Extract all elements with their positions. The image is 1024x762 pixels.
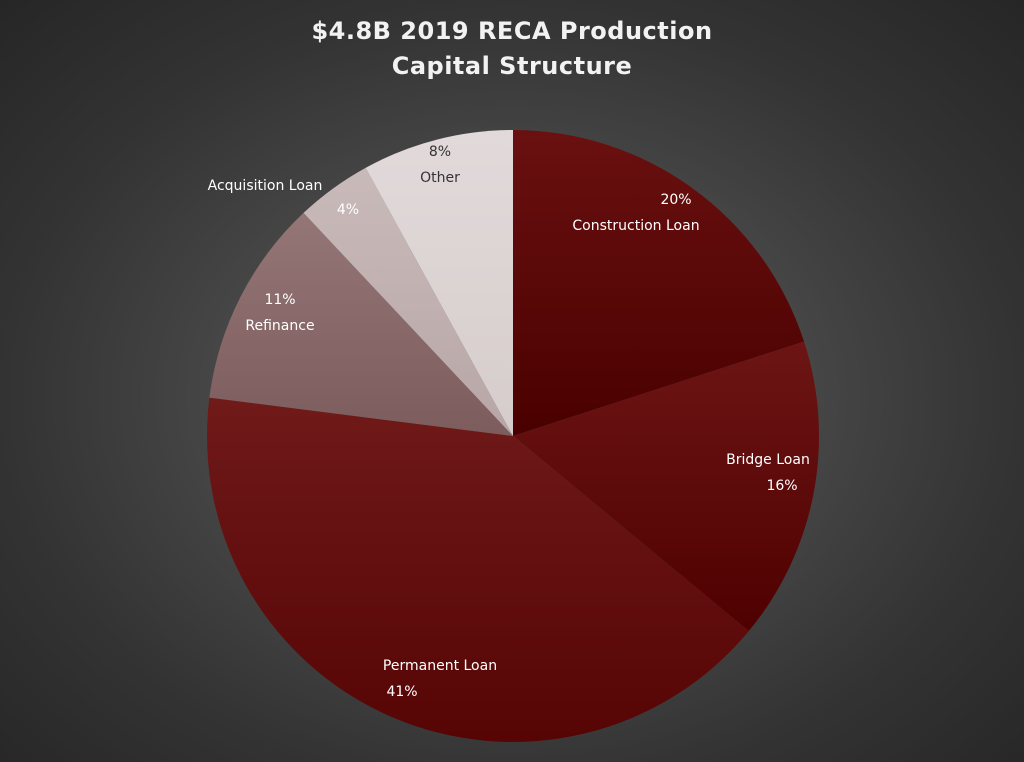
pie-slice-permanent-loan bbox=[207, 397, 749, 742]
slice-label-value-construction-loan: 20% bbox=[660, 192, 691, 208]
slice-label-name-permanent-loan: Permanent Loan bbox=[383, 658, 497, 674]
chart-title-line-1: $4.8B 2019 RECA Production bbox=[311, 17, 713, 45]
slice-label-value-refinance: 11% bbox=[264, 292, 295, 308]
pie-slice-acquisition-loan bbox=[303, 167, 513, 436]
chart-title: $4.8B 2019 RECA Production Capital Struc… bbox=[0, 14, 1024, 84]
slice-label-value-other: 8% bbox=[429, 144, 451, 160]
slice-label-name-acquisition-loan: Acquisition Loan bbox=[208, 178, 323, 194]
chart-title-line-2: Capital Structure bbox=[391, 52, 633, 80]
slice-label-name-refinance: Refinance bbox=[245, 318, 314, 334]
slice-label-value-acquisition-loan: 4% bbox=[337, 202, 359, 218]
pie-slice-refinance bbox=[209, 212, 513, 436]
slice-label-name-bridge-loan: Bridge Loan bbox=[726, 452, 810, 468]
slice-label-name-other: Other bbox=[420, 170, 460, 186]
slice-label-name-construction-loan: Construction Loan bbox=[572, 218, 699, 234]
slice-label-value-bridge-loan: 16% bbox=[766, 478, 797, 494]
pie-slice-other bbox=[365, 130, 513, 436]
pie-slice-bridge-loan bbox=[513, 341, 819, 632]
slice-label-value-permanent-loan: 41% bbox=[386, 684, 417, 700]
pie-slice-construction-loan bbox=[513, 130, 805, 436]
pie-slices bbox=[207, 130, 819, 742]
pie-labels: 20% Construction Loan Bridge Loan 16% Perman… bbox=[208, 144, 810, 700]
